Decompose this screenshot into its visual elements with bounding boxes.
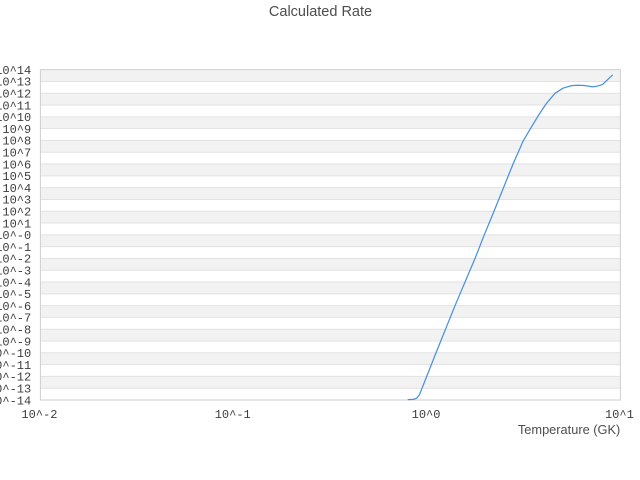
svg-text:10^-12: 10^-12	[0, 371, 31, 385]
svg-text:10^9: 10^9	[2, 123, 31, 137]
svg-text:10^5: 10^5	[2, 170, 31, 184]
svg-text:10^2: 10^2	[2, 205, 31, 219]
svg-text:10^4: 10^4	[2, 182, 31, 196]
svg-text:10^10: 10^10	[0, 111, 31, 125]
svg-text:10^0: 10^0	[412, 408, 441, 422]
svg-text:10^1: 10^1	[2, 217, 31, 231]
svg-text:10^12: 10^12	[0, 88, 31, 102]
svg-text:10^-7: 10^-7	[0, 312, 31, 326]
svg-text:10^-11: 10^-11	[0, 359, 31, 373]
svg-text:10^-2: 10^-2	[0, 253, 31, 267]
svg-text:10^-5: 10^-5	[0, 288, 31, 302]
svg-text:10^-4: 10^-4	[0, 276, 31, 290]
svg-text:10^3: 10^3	[2, 194, 31, 208]
svg-text:10^-9: 10^-9	[0, 335, 31, 349]
svg-text:10^6: 10^6	[2, 158, 31, 172]
svg-text:10^-2: 10^-2	[21, 408, 57, 422]
svg-text:10^8: 10^8	[2, 135, 31, 149]
svg-text:10^-8: 10^-8	[0, 323, 31, 337]
svg-text:10^-0: 10^-0	[0, 229, 31, 243]
svg-text:10^-1: 10^-1	[0, 241, 31, 255]
svg-text:10^1: 10^1	[605, 408, 634, 422]
svg-text:10^-6: 10^-6	[0, 300, 31, 314]
svg-text:Calculated Rate: Calculated Rate	[269, 4, 372, 20]
svg-text:10^-1: 10^-1	[215, 408, 251, 422]
svg-text:10^-3: 10^-3	[0, 264, 31, 278]
svg-text:10^11: 10^11	[0, 99, 31, 113]
svg-text:10^-13: 10^-13	[0, 382, 31, 396]
svg-text:Temperature (GK): Temperature (GK)	[518, 422, 620, 437]
svg-text:10^-14: 10^-14	[0, 394, 31, 408]
svg-text:10^14: 10^14	[0, 64, 31, 78]
svg-text:10^7: 10^7	[2, 146, 31, 160]
svg-text:10^-10: 10^-10	[0, 347, 31, 361]
svg-text:10^13: 10^13	[0, 76, 31, 90]
